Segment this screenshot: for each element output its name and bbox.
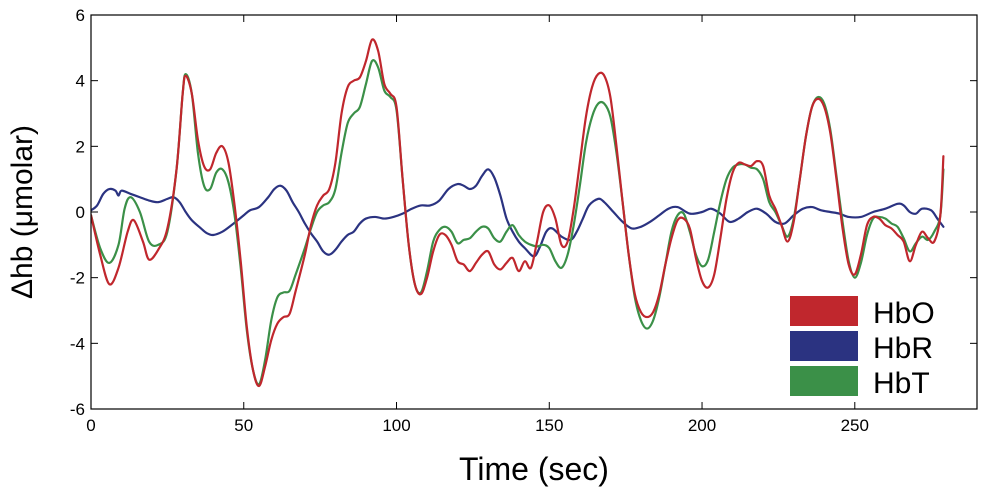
series-line-hbr (91, 168, 945, 258)
legend-label-hbo: HbO (873, 297, 935, 330)
legend-swatch-hbt (790, 366, 858, 396)
y-axis-title: Δhb (μmolar) (6, 125, 39, 299)
x-tick-label: 250 (841, 416, 869, 435)
y-tick-label: 2 (76, 137, 85, 156)
legend-label-hbt: HbT (873, 367, 930, 400)
x-tick-label: 100 (382, 416, 410, 435)
x-tick-label: 0 (86, 416, 95, 435)
x-tick-label: 50 (234, 416, 253, 435)
series-line-hbo (91, 38, 945, 388)
x-axis-ticks: 0 50 100 150 200 250 (86, 15, 869, 435)
y-tick-label: 4 (76, 72, 85, 91)
y-axis-ticks: -6 -4 -2 0 2 4 6 (70, 6, 977, 419)
x-tick-label: 150 (535, 416, 563, 435)
plot-area (91, 38, 945, 388)
x-axis-title: Time (sec) (459, 451, 609, 487)
y-tick-label: 0 (76, 203, 85, 222)
y-tick-label: -2 (70, 269, 85, 288)
x-tick-label: 200 (688, 416, 716, 435)
legend-swatch-hbo (790, 296, 858, 326)
y-tick-label: -6 (70, 400, 85, 419)
legend-swatch-hbr (790, 331, 858, 361)
y-tick-label: -4 (70, 334, 85, 353)
legend-label-hbr: HbR (873, 332, 933, 365)
y-tick-label: 6 (76, 6, 85, 25)
